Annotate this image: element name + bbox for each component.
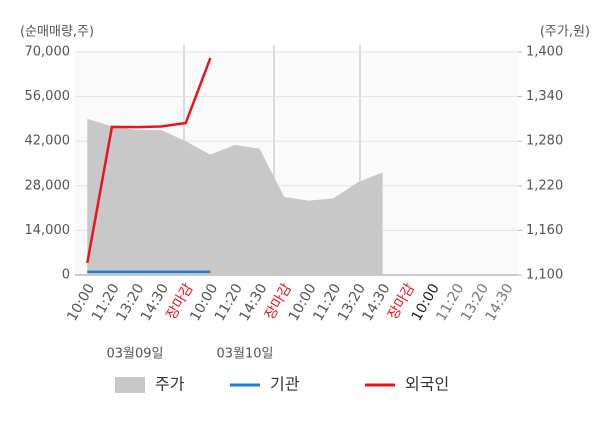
y2-tick-label: 1,340 bbox=[526, 89, 563, 104]
y-tick-label: 14,000 bbox=[25, 223, 71, 238]
y-axis-title: (순매매량,주) bbox=[20, 25, 94, 40]
y-tick-label: 42,000 bbox=[25, 134, 71, 149]
price-area bbox=[87, 118, 383, 276]
y-tick-label: 56,000 bbox=[25, 89, 71, 104]
legend-label: 주가 bbox=[155, 375, 185, 394]
date-label: 03월10일 bbox=[216, 347, 273, 362]
y2-tick-label: 1,220 bbox=[526, 178, 563, 193]
y-tick-label: 28,000 bbox=[25, 178, 71, 193]
legend-swatch bbox=[115, 377, 145, 393]
y2-axis-title: (주가,원) bbox=[540, 25, 590, 40]
y2-tick-label: 1,100 bbox=[526, 268, 563, 283]
y2-tick-label: 1,280 bbox=[526, 134, 563, 149]
y2-tick-label: 1,160 bbox=[526, 223, 563, 238]
date-label: 03월09일 bbox=[106, 347, 163, 362]
legend-label: 기관 bbox=[270, 375, 300, 394]
y-tick-label: 0 bbox=[62, 268, 70, 283]
y-tick-label: 70,000 bbox=[25, 45, 71, 60]
series-line bbox=[86, 57, 212, 264]
legend-label: 외국인 bbox=[405, 375, 449, 394]
y2-tick-label: 1,400 bbox=[526, 45, 563, 60]
